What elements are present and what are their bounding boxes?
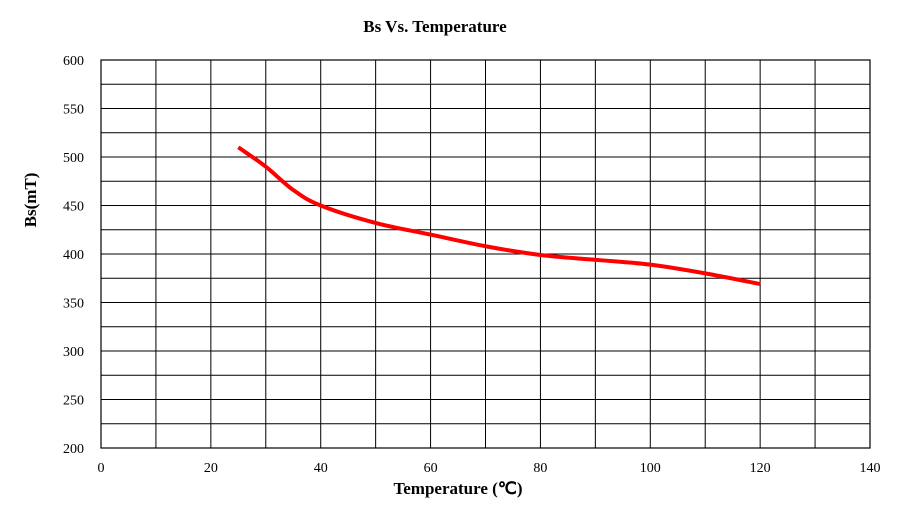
y-tick-label: 600 xyxy=(63,54,84,69)
x-tick-label: 100 xyxy=(640,461,661,476)
y-axis-ticks: 200 250 300 350 400 450 500 550 600 xyxy=(63,54,84,457)
y-tick-label: 200 xyxy=(63,442,84,457)
y-tick-label: 300 xyxy=(63,345,84,360)
x-tick-label: 40 xyxy=(314,461,328,476)
x-axis-label: Temperature (℃) xyxy=(393,479,522,498)
plot-area-border xyxy=(100,59,871,449)
series-layer xyxy=(237,145,761,287)
x-tick-label: 60 xyxy=(424,461,438,476)
x-tick-label: 140 xyxy=(860,461,881,476)
y-tick-label: 250 xyxy=(63,394,84,409)
x-axis-ticks: 0 20 40 60 80 100 120 140 xyxy=(98,461,881,476)
y-tick-label: 400 xyxy=(63,248,84,263)
y-tick-label: 550 xyxy=(63,103,84,118)
chart-title: Bs Vs. Temperature xyxy=(363,17,507,36)
x-tick-label: 120 xyxy=(750,461,771,476)
x-tick-label: 0 xyxy=(98,461,105,476)
y-tick-label: 450 xyxy=(63,200,84,215)
y-axis-label: Bs(mT) xyxy=(21,173,40,228)
x-tick-label: 20 xyxy=(204,461,218,476)
grid xyxy=(100,59,871,449)
x-tick-label: 80 xyxy=(533,461,547,476)
plot-frame xyxy=(100,59,871,449)
y-tick-label: 350 xyxy=(63,297,84,312)
series-line xyxy=(237,145,761,287)
y-tick-label: 500 xyxy=(63,151,84,166)
